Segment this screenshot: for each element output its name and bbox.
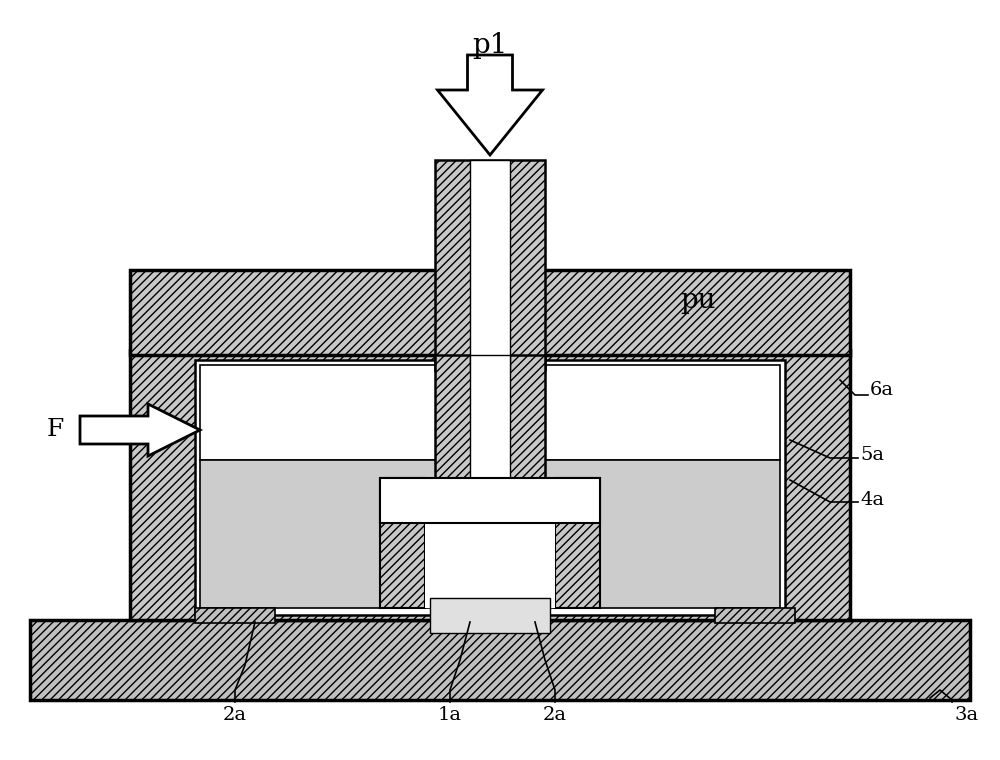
Bar [130,270,850,355]
Bar [435,160,545,370]
Text: 3a: 3a [955,706,979,724]
Text: 5a: 5a [860,446,884,464]
Bar [380,478,600,523]
Text: 2a: 2a [543,706,567,724]
Bar [130,350,850,620]
Text: 2a: 2a [223,706,247,724]
Bar [380,478,425,608]
Text: F: F [46,419,64,442]
Bar [715,608,795,623]
Bar [200,365,780,460]
Bar [425,523,555,608]
Bar [30,620,970,700]
Polygon shape [80,404,200,456]
Bar [470,355,510,610]
Bar [200,460,780,608]
Bar [435,355,545,610]
Text: pu: pu [680,287,716,313]
Bar [430,598,550,633]
Text: 4a: 4a [860,491,884,509]
Text: p1: p1 [472,32,508,59]
Bar [470,160,510,370]
Polygon shape [438,55,542,155]
Bar [555,478,600,608]
Text: 6a: 6a [870,381,894,399]
Bar [195,360,785,615]
Text: 1a: 1a [438,706,462,724]
Bar [195,608,275,623]
